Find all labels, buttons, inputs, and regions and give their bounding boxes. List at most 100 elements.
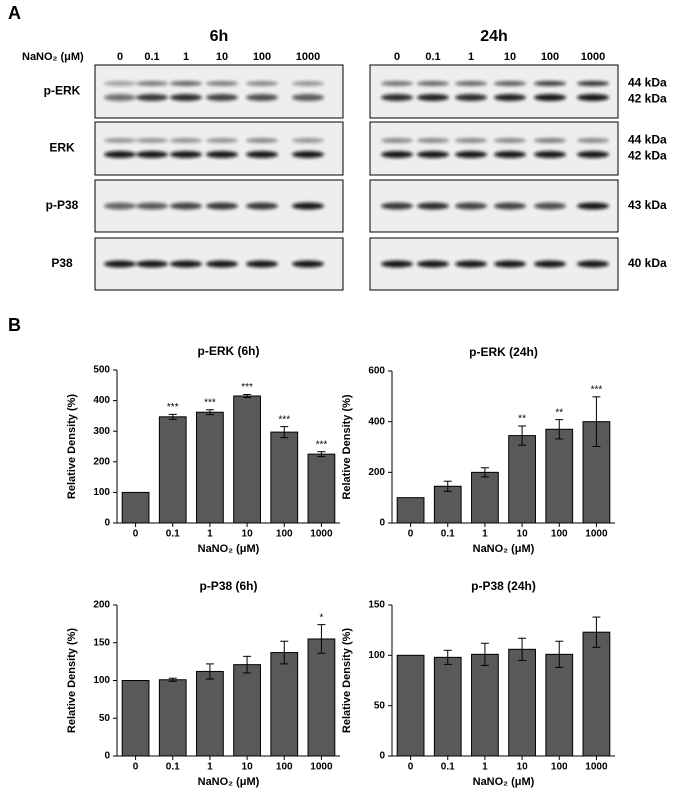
y-tick-label: 500	[93, 365, 110, 376]
error-bar	[518, 637, 527, 661]
bar	[433, 656, 462, 757]
bar	[121, 491, 150, 524]
error-bar	[592, 616, 601, 648]
lane-axis-label: NaNO₂ (μM)	[22, 51, 84, 63]
band	[417, 138, 449, 143]
y-tick-label: 200	[93, 600, 110, 611]
error-bar	[280, 640, 289, 665]
lane-label: 10	[216, 51, 228, 63]
blot-frame	[369, 64, 619, 119]
x-tick-label: 1	[482, 762, 488, 773]
group-title: 6h	[210, 28, 229, 45]
band	[417, 151, 449, 158]
band	[534, 202, 566, 210]
lane-label: 0	[394, 51, 400, 63]
lane-label: 1000	[296, 51, 320, 63]
band	[246, 202, 278, 210]
y-tick-label: 0	[104, 518, 110, 529]
y-tick-label: 150	[93, 637, 110, 648]
error-bar	[592, 396, 601, 447]
y-tick-label: 300	[93, 426, 110, 437]
row-label: p-P38	[46, 198, 79, 212]
band	[136, 151, 168, 158]
x-tick-label: 100	[276, 762, 293, 773]
band	[206, 94, 238, 101]
significance-label: *	[319, 612, 323, 623]
band	[206, 81, 238, 86]
y-tick-label: 50	[374, 700, 386, 711]
band	[136, 260, 168, 268]
band	[534, 94, 566, 101]
kda-label: 44 kDa	[628, 76, 667, 90]
y-tick-label: 400	[93, 395, 110, 406]
band	[136, 94, 168, 101]
significance-label: ***	[167, 402, 179, 413]
group-title: 24h	[480, 28, 508, 45]
chart-title: p-ERK (6h)	[198, 344, 260, 358]
y-axis-label: Relative Density (%)	[341, 628, 353, 733]
bar	[396, 654, 425, 757]
error-bar	[317, 624, 326, 654]
bar	[270, 431, 299, 524]
lane-label: 100	[541, 51, 559, 63]
y-tick-label: 100	[93, 675, 110, 686]
y-axis-label: Relative Density (%)	[341, 394, 353, 499]
x-tick-label: 0	[408, 529, 414, 540]
x-tick-label: 100	[276, 529, 293, 540]
kda-label: 40 kDa	[628, 256, 667, 270]
band	[577, 151, 609, 158]
band	[170, 94, 202, 101]
x-tick-label: 100	[551, 762, 568, 773]
bar	[508, 435, 536, 524]
x-tick-label: 0	[133, 529, 139, 540]
chart-title: p-P38 (6h)	[199, 579, 257, 593]
band	[292, 202, 324, 210]
x-tick-label: 1	[207, 762, 213, 773]
significance-label: ***	[278, 414, 290, 425]
significance-label: ***	[241, 382, 253, 393]
significance-label: ***	[204, 397, 216, 408]
band	[494, 260, 526, 268]
y-tick-label: 0	[104, 751, 110, 762]
row-label: p-ERK	[44, 84, 81, 98]
bar	[433, 485, 462, 524]
band	[534, 151, 566, 158]
error-bar	[243, 393, 252, 399]
x-tick-label: 1000	[310, 762, 333, 773]
band	[381, 202, 413, 210]
band	[246, 138, 278, 143]
significance-label: ***	[591, 384, 603, 395]
band	[206, 151, 238, 158]
band	[417, 81, 449, 86]
y-axis-label: Relative Density (%)	[66, 628, 78, 733]
band	[381, 151, 413, 158]
band	[246, 151, 278, 158]
band	[136, 202, 168, 210]
band	[577, 81, 609, 86]
bar	[471, 653, 499, 757]
bar	[196, 411, 224, 524]
band	[494, 138, 526, 143]
bar	[582, 631, 611, 757]
y-tick-label: 50	[99, 713, 111, 724]
band	[292, 94, 324, 101]
band	[136, 81, 168, 86]
band	[206, 138, 238, 143]
x-tick-label: 10	[517, 529, 529, 540]
bar	[233, 395, 261, 524]
kda-label: 44 kDa	[628, 133, 667, 147]
x-tick-label: 0.1	[441, 762, 455, 773]
band	[455, 260, 487, 268]
error-bar	[555, 419, 564, 440]
bar	[307, 638, 336, 757]
row-label: ERK	[49, 141, 75, 155]
kda-label: 42 kDa	[628, 92, 667, 106]
y-tick-label: 200	[93, 456, 110, 467]
band	[246, 81, 278, 86]
x-tick-label: 0.1	[166, 529, 180, 540]
band	[104, 81, 136, 86]
band	[292, 81, 324, 86]
kda-label: 42 kDa	[628, 149, 667, 163]
lane-label: 0.1	[144, 51, 159, 63]
